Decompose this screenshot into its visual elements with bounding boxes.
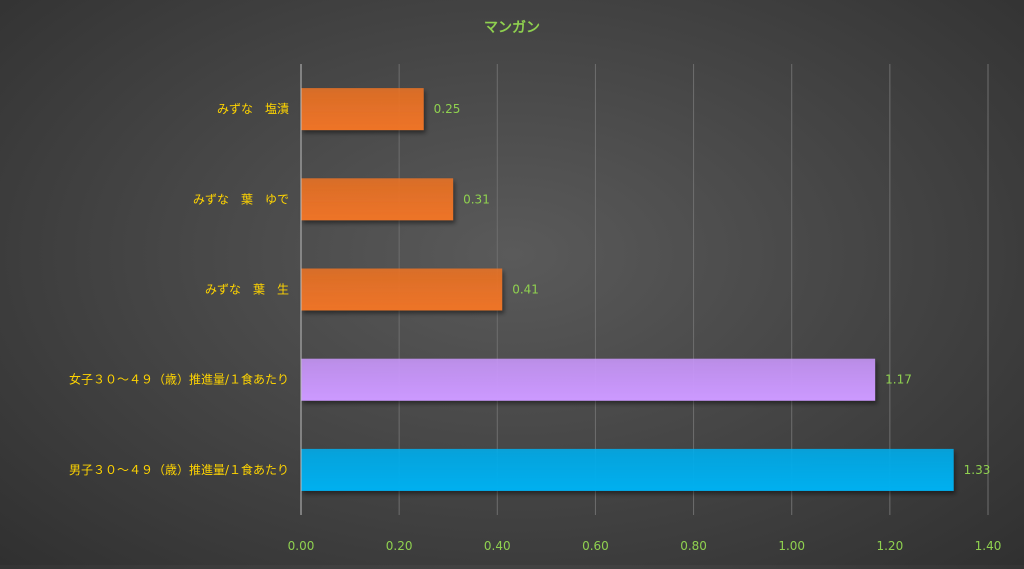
x-tick-label: 1.20 bbox=[876, 539, 903, 553]
grid-lines bbox=[398, 64, 989, 515]
data-label: 1.33 bbox=[964, 463, 991, 477]
bar bbox=[301, 88, 424, 131]
category-label: みずな 葉 生 bbox=[205, 283, 289, 297]
data-label: 0.31 bbox=[463, 192, 490, 206]
category-label: 女子３０～４９（歳）推進量/１食あたり bbox=[69, 372, 289, 387]
data-label: 0.41 bbox=[512, 283, 539, 297]
bar bbox=[301, 358, 876, 401]
labels: 0.00 0.20 0.40 0.60 0.80 1.00 1.20 1.40 0.25 みずな … bbox=[69, 101, 1001, 553]
x-tick-label: 1.00 bbox=[778, 539, 805, 553]
data-label: 0.25 bbox=[434, 102, 461, 116]
x-tick-label: 0.80 bbox=[680, 539, 707, 553]
bars bbox=[301, 88, 954, 491]
chart-title: マンガン bbox=[484, 20, 540, 36]
x-tick-label: 0.00 bbox=[288, 539, 315, 553]
category-label: 男子３０～４９（歳）推進量/１食あたり bbox=[69, 462, 289, 477]
bar bbox=[301, 178, 454, 221]
x-tick-label: 1.40 bbox=[975, 539, 1002, 553]
x-tick-label: 0.20 bbox=[386, 539, 413, 553]
bar bbox=[301, 448, 954, 491]
data-label: 1.17 bbox=[885, 373, 912, 387]
x-tick-label: 0.60 bbox=[582, 539, 609, 553]
bar bbox=[301, 268, 503, 311]
category-label: みずな 葉 ゆで bbox=[193, 192, 289, 206]
category-label: みずな 塩漬 bbox=[217, 101, 289, 116]
x-tick-label: 0.40 bbox=[484, 539, 511, 553]
